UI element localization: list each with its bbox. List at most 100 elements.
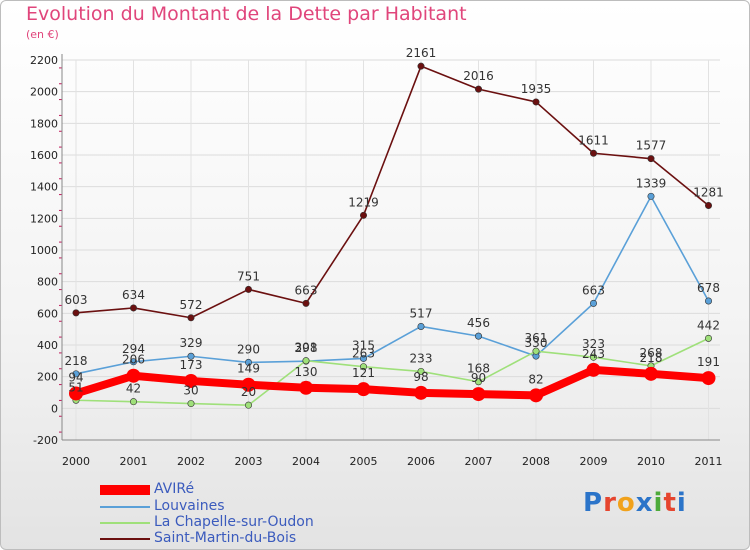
series-line-louvaines	[75, 195, 710, 375]
data-label-louvaines: 218	[65, 354, 88, 368]
data-label-la-chapelle-sur-oudon: 168	[467, 362, 490, 376]
data-label-saint-martin-du-bois: 751	[237, 269, 260, 283]
data-label-saint-martin-du-bois: 572	[180, 298, 203, 312]
data-point-saint-martin-du-bois	[187, 314, 195, 322]
data-point-saint-martin-du-bois	[72, 309, 80, 317]
data-label-avir: 121	[352, 366, 375, 380]
data-point-louvaines	[647, 192, 655, 200]
data-point-la-chapelle-sur-oudon	[474, 378, 482, 386]
data-label-saint-martin-du-bois: 2161	[406, 46, 437, 60]
data-label-saint-martin-du-bois: 663	[295, 283, 318, 297]
data-point-la-chapelle-sur-oudon	[130, 398, 138, 406]
data-point-louvaines	[474, 332, 482, 340]
legend-label-avire: AVIRé	[154, 481, 195, 497]
data-label-louvaines: 456	[467, 316, 490, 330]
x-tick-label: 2008	[522, 455, 550, 468]
data-label-saint-martin-du-bois: 1935	[521, 82, 552, 96]
legend-swatch-louvaines	[100, 506, 150, 508]
data-point-louvaines	[187, 352, 195, 360]
data-label-avir: 191	[697, 355, 720, 369]
data-label-avir: 218	[640, 351, 663, 365]
data-point-avir	[126, 368, 141, 383]
data-point-la-chapelle-sur-oudon	[589, 353, 597, 361]
data-point-avir	[471, 387, 486, 402]
data-label-louvaines: 298	[295, 341, 318, 355]
y-tick-label: 600	[37, 307, 58, 320]
data-label-saint-martin-du-bois: 2016	[463, 69, 494, 83]
proxiti-logo: Proxiti	[583, 488, 687, 518]
data-label-la-chapelle-sur-oudon: 233	[410, 351, 433, 365]
x-tick-label: 2001	[120, 455, 148, 468]
data-label-saint-martin-du-bois: 1219	[348, 195, 379, 209]
data-point-louvaines	[72, 370, 80, 378]
data-label-la-chapelle-sur-oudon: 268	[640, 346, 663, 360]
data-label-la-chapelle-sur-oudon: 42	[126, 382, 141, 396]
data-point-avir	[299, 380, 313, 395]
y-tick-label: 1400	[30, 181, 58, 194]
x-tick-label: 2002	[177, 455, 205, 468]
data-point-saint-martin-du-bois	[589, 149, 597, 157]
x-tick-label: 2004	[292, 455, 320, 468]
data-point-saint-martin-du-bois	[302, 299, 310, 307]
x-tick-label: 2006	[407, 455, 435, 468]
legend-label-saint-martin: Saint-Martin-du-Bois	[154, 530, 297, 546]
y-tick-label: 1800	[30, 117, 58, 130]
x-tick-label: 2009	[580, 455, 608, 468]
x-tick-label: 2003	[235, 455, 263, 468]
data-point-avir	[644, 366, 658, 381]
data-label-avir: 130	[295, 365, 318, 379]
data-point-saint-martin-du-bois	[130, 304, 138, 312]
chart-title: Evolution du Montant de la Dette par Hab…	[26, 3, 467, 25]
data-label-la-chapelle-sur-oudon: 20	[241, 385, 256, 399]
data-point-la-chapelle-sur-oudon	[359, 363, 367, 371]
y-tick-label: 1200	[30, 212, 58, 225]
data-point-saint-martin-du-bois	[245, 285, 253, 293]
data-label-la-chapelle-sur-oudon: 51	[68, 380, 83, 394]
data-point-avir	[414, 385, 428, 400]
data-label-louvaines: 315	[352, 338, 375, 352]
data-point-la-chapelle-sur-oudon	[245, 401, 253, 409]
data-label-saint-martin-du-bois: 634	[122, 288, 145, 302]
data-label-louvaines: 678	[697, 281, 720, 295]
x-tick-label: 2005	[350, 455, 378, 468]
y-tick-label: 0	[51, 402, 58, 415]
series-line-saint-martin-du-bois	[75, 65, 710, 319]
y-tick-label: 2200	[30, 54, 58, 67]
y-tick-label: 1000	[30, 244, 58, 257]
data-point-saint-martin-du-bois	[647, 155, 655, 163]
data-point-la-chapelle-sur-oudon	[704, 334, 712, 342]
data-label-la-chapelle-sur-oudon: 442	[697, 318, 720, 332]
legend-swatch-saint-martin	[100, 538, 150, 540]
data-point-avir	[241, 377, 256, 392]
data-point-louvaines	[417, 322, 425, 330]
data-label-louvaines: 517	[410, 306, 433, 320]
data-point-la-chapelle-sur-oudon	[302, 357, 310, 365]
legend-swatch-avire	[100, 485, 150, 495]
data-point-louvaines	[130, 358, 138, 366]
series-line-avir	[72, 365, 713, 400]
data-label-saint-martin-du-bois: 1281	[693, 186, 724, 200]
data-label-louvaines: 663	[582, 283, 605, 297]
x-tick-label: 2010	[637, 455, 665, 468]
data-point-avir	[701, 371, 716, 386]
data-label-avir: 82	[528, 372, 543, 386]
data-label-la-chapelle-sur-oudon: 323	[582, 337, 605, 351]
chart-unit: (en €)	[26, 28, 59, 41]
data-label-louvaines: 329	[180, 336, 203, 350]
data-label-la-chapelle-sur-oudon: 30	[183, 384, 198, 398]
data-point-avir	[586, 362, 601, 377]
data-label-avir: 94	[68, 370, 83, 384]
data-label-saint-martin-du-bois: 1577	[636, 139, 667, 153]
legend-label-la-chapelle: La Chapelle-sur-Oudon	[154, 514, 314, 530]
data-label-louvaines: 1339	[636, 176, 667, 190]
data-label-avir: 98	[413, 370, 428, 384]
data-label-avir: 206	[122, 353, 145, 367]
data-label-avir: 243	[582, 347, 605, 361]
data-label-louvaines: 290	[237, 342, 260, 356]
y-tick-label: 400	[37, 339, 58, 352]
data-point-louvaines	[359, 354, 367, 362]
data-label-la-chapelle-sur-oudon: 263	[352, 347, 375, 361]
data-label-la-chapelle-sur-oudon: 301	[295, 341, 318, 355]
data-label-louvaines: 330	[525, 336, 548, 350]
